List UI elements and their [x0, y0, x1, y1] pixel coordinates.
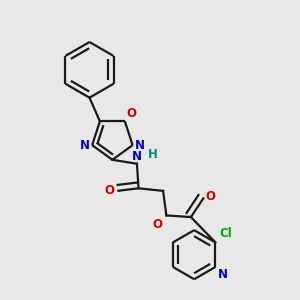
Text: H: H: [147, 148, 157, 161]
Text: O: O: [105, 184, 115, 197]
Text: O: O: [127, 107, 136, 120]
Text: O: O: [152, 218, 162, 231]
Text: N: N: [80, 139, 90, 152]
Text: O: O: [206, 190, 216, 203]
Text: N: N: [132, 150, 142, 163]
Text: N: N: [135, 139, 145, 152]
Text: Cl: Cl: [219, 227, 232, 240]
Text: N: N: [218, 268, 228, 281]
